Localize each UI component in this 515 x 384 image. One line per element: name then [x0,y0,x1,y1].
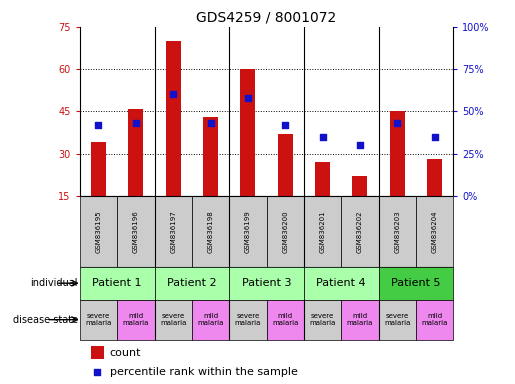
Point [207,120,215,126]
Bar [91,346,104,359]
Text: GSM836201: GSM836201 [319,210,325,253]
Text: GSM836199: GSM836199 [245,210,251,253]
Point [244,95,252,101]
Text: severe
malaria: severe malaria [85,313,112,326]
Text: Patient 1: Patient 1 [92,278,142,288]
Text: GSM836197: GSM836197 [170,210,176,253]
Point [393,120,401,126]
Bar [390,111,405,196]
Bar [379,300,416,340]
Bar [117,300,154,340]
Bar [379,196,416,267]
Bar [80,300,117,340]
Text: GSM836195: GSM836195 [95,210,101,253]
Bar [154,196,192,267]
Text: GSM836200: GSM836200 [282,210,288,253]
Text: Patient 2: Patient 2 [167,278,217,288]
Point [431,134,439,140]
Text: GSM836196: GSM836196 [133,210,139,253]
Text: GSM836202: GSM836202 [357,210,363,253]
Point [132,120,140,126]
Bar [278,134,293,196]
Point [318,134,327,140]
Bar [154,267,229,300]
Bar [192,300,229,340]
Text: individual: individual [30,278,78,288]
Bar [315,162,330,196]
Text: severe
malaria: severe malaria [160,313,186,326]
Bar [341,196,379,267]
Bar [341,300,379,340]
Bar [128,109,143,196]
Bar [166,41,181,196]
Point [94,122,102,128]
Text: mild
malaria: mild malaria [272,313,298,326]
Point [169,91,177,98]
Bar [267,196,304,267]
Bar [117,196,154,267]
Text: GSM836198: GSM836198 [208,210,214,253]
Text: severe
malaria: severe malaria [310,313,336,326]
Bar [203,117,218,196]
Bar [267,300,304,340]
Text: count: count [110,348,141,358]
Text: GSM836203: GSM836203 [394,210,400,253]
Text: mild
malaria: mild malaria [197,313,224,326]
Text: mild
malaria: mild malaria [421,313,448,326]
Text: mild
malaria: mild malaria [347,313,373,326]
Bar [192,196,229,267]
Text: Patient 5: Patient 5 [391,278,441,288]
Point [281,122,289,128]
Text: GSM836204: GSM836204 [432,210,438,253]
Text: Patient 4: Patient 4 [316,278,366,288]
Text: severe
malaria: severe malaria [384,313,410,326]
Text: percentile rank within the sample: percentile rank within the sample [110,367,298,377]
Bar [379,267,453,300]
Bar [304,267,379,300]
Bar [416,196,453,267]
Bar [80,267,154,300]
Bar [229,196,267,267]
Text: severe
malaria: severe malaria [235,313,261,326]
Bar [416,300,453,340]
Bar [304,300,341,340]
Bar [80,196,117,267]
Point [356,142,364,148]
Bar [91,142,106,196]
Text: Patient 3: Patient 3 [242,278,291,288]
Text: disease state: disease state [13,314,78,325]
Text: mild
malaria: mild malaria [123,313,149,326]
Bar [154,300,192,340]
Bar [229,300,267,340]
Point [93,369,101,375]
Bar [229,267,304,300]
Bar [352,176,367,196]
Bar [304,196,341,267]
Bar [427,159,442,196]
Title: GDS4259 / 8001072: GDS4259 / 8001072 [196,10,337,24]
Bar [241,69,255,196]
